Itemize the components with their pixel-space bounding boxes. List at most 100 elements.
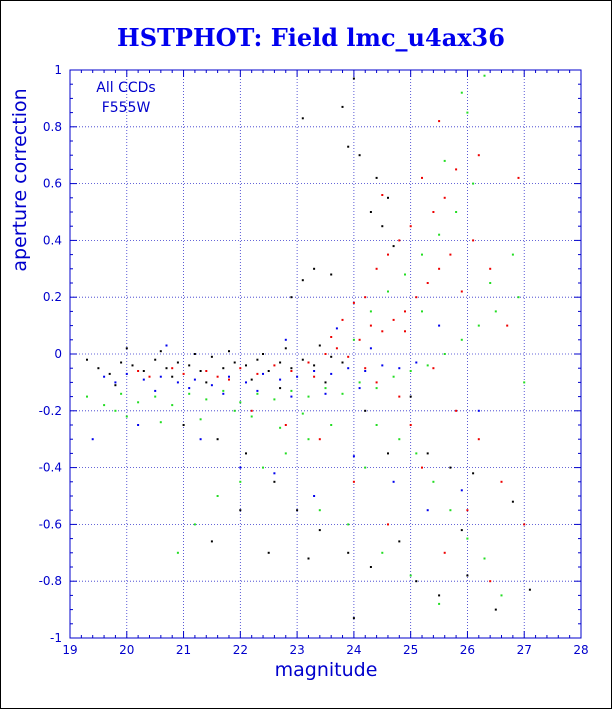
data-point	[233, 361, 236, 364]
data-point	[494, 310, 497, 313]
data-point	[103, 404, 106, 407]
x-tick-label: 27	[517, 643, 532, 657]
data-point	[358, 338, 361, 341]
data-point	[392, 480, 395, 483]
data-point	[188, 387, 191, 390]
data-point	[290, 370, 293, 372]
data-point	[193, 523, 196, 526]
data-point	[364, 466, 367, 469]
data-point	[449, 509, 452, 512]
data-point	[449, 253, 452, 256]
data-point	[472, 239, 475, 242]
data-point	[398, 239, 401, 242]
data-point	[381, 194, 384, 196]
data-point	[313, 495, 316, 497]
data-point	[86, 358, 88, 361]
data-point	[182, 372, 185, 375]
data-point	[443, 353, 446, 355]
data-point	[313, 375, 316, 378]
data-point	[165, 367, 168, 370]
data-point	[426, 509, 429, 512]
data-point	[438, 594, 441, 597]
data-point	[210, 540, 213, 543]
data-point	[506, 324, 509, 327]
data-point	[352, 455, 355, 458]
y-tick-label: 0	[54, 347, 62, 361]
data-point	[500, 480, 503, 483]
data-point	[205, 398, 208, 401]
data-point	[256, 372, 259, 375]
data-point	[222, 392, 225, 395]
data-point	[222, 367, 225, 370]
x-tick-label: 23	[289, 643, 304, 657]
data-point	[210, 355, 213, 358]
data-point	[523, 381, 526, 384]
data-point	[245, 452, 247, 455]
data-point	[330, 372, 333, 375]
data-point	[324, 387, 327, 390]
data-point	[284, 452, 287, 455]
data-point	[523, 523, 526, 526]
data-point	[375, 267, 378, 270]
data-point	[347, 355, 350, 358]
data-point	[352, 338, 355, 341]
data-point	[159, 421, 162, 424]
data-point	[301, 279, 304, 282]
data-point	[324, 353, 327, 355]
data-point	[279, 378, 282, 381]
data-point	[216, 438, 219, 441]
data-point	[256, 392, 259, 395]
data-point	[313, 364, 316, 367]
data-point	[443, 551, 446, 554]
data-point	[375, 176, 378, 179]
data-point	[500, 594, 503, 597]
data-point	[239, 466, 242, 469]
data-point	[358, 154, 361, 157]
x-tick-label: 22	[233, 643, 248, 657]
x-tick-label: 26	[460, 643, 475, 657]
data-point	[460, 91, 463, 94]
y-tick-label: 1	[54, 63, 62, 77]
data-point	[369, 347, 372, 350]
data-point	[216, 495, 219, 497]
data-point	[193, 378, 196, 381]
data-point	[114, 409, 117, 412]
data-point	[284, 424, 287, 426]
data-point	[284, 347, 287, 350]
data-point	[489, 267, 492, 270]
data-point	[86, 395, 88, 398]
data-point	[375, 381, 378, 384]
data-point	[455, 409, 458, 412]
y-axis-label: aperture correction	[9, 88, 31, 271]
y-tick-label: 0.4	[43, 233, 62, 247]
x-tick-label: 20	[119, 643, 134, 657]
data-point	[426, 364, 429, 367]
data-point	[369, 566, 372, 568]
data-point	[273, 480, 276, 483]
data-point	[409, 574, 412, 577]
data-point	[273, 472, 276, 475]
data-point	[273, 364, 276, 367]
data-point	[188, 392, 191, 395]
data-point	[489, 282, 492, 284]
y-tick-label: 0.8	[43, 120, 62, 134]
data-point	[290, 296, 293, 299]
data-point	[154, 389, 157, 392]
data-point	[415, 452, 418, 455]
data-point	[279, 387, 282, 390]
data-point	[375, 387, 378, 390]
data-point	[114, 381, 117, 384]
data-point	[267, 370, 270, 372]
data-point	[460, 290, 463, 293]
data-point	[256, 358, 259, 361]
data-point	[125, 347, 128, 350]
data-point	[466, 509, 469, 512]
data-point	[472, 182, 475, 185]
data-point	[262, 353, 264, 355]
data-point	[369, 324, 372, 327]
data-point	[432, 367, 435, 370]
data-point	[466, 537, 469, 540]
data-point	[438, 120, 441, 123]
data-point	[290, 395, 293, 398]
data-point	[369, 310, 372, 313]
